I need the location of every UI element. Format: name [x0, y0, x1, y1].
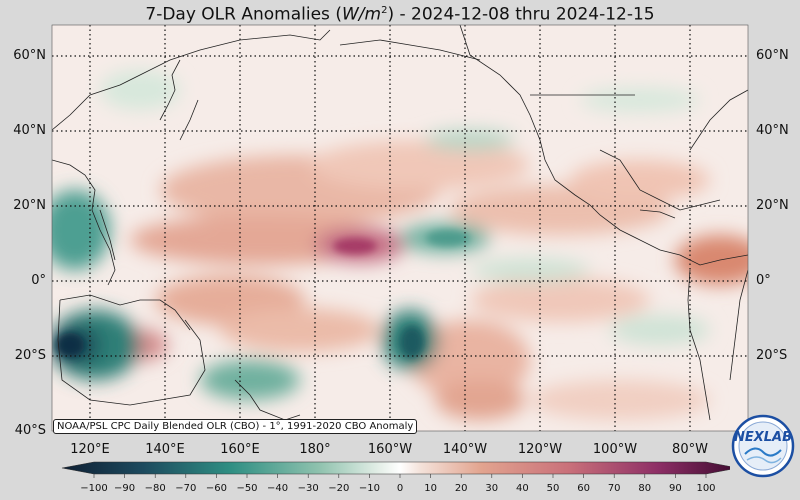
nexlab-logo	[731, 414, 795, 478]
colorbar-tick: −60	[205, 483, 227, 494]
lon-label: 80°W	[672, 442, 708, 457]
lon-label: 140°W	[442, 442, 488, 457]
colorbar	[61, 461, 730, 478]
colorbar-tick: −90	[114, 483, 136, 494]
colorbar-tick: −70	[175, 483, 197, 494]
lon-label: 160°E	[220, 442, 260, 457]
anomaly-field	[52, 25, 748, 431]
colorbar-tick: 0	[396, 483, 404, 494]
colorbar-tick: −80	[144, 483, 166, 494]
colorbar-tick: 40	[516, 483, 529, 494]
lat-label-left: 20°S	[14, 348, 46, 363]
lat-label-left: 40°N	[13, 123, 46, 138]
lon-label: 120°W	[517, 442, 563, 457]
lat-label-right: 0°	[756, 273, 771, 288]
lon-label: 160°W	[367, 442, 413, 457]
lat-label-left: 0°	[31, 273, 46, 288]
lat-label-left: 60°N	[13, 48, 46, 63]
colorbar-tick: 50	[546, 483, 560, 494]
lat-label-right: 60°N	[756, 48, 789, 63]
colorbar-tick: 100	[696, 483, 716, 494]
colorbar-tick: 20	[454, 483, 468, 494]
lon-label: 140°E	[145, 442, 185, 457]
colorbar-tick: 10	[424, 483, 437, 494]
lat-label-right: 40°N	[756, 123, 789, 138]
colorbar-tick: −30	[297, 483, 319, 494]
colorbar-tick: −100	[80, 483, 108, 494]
lat-label-left: 20°N	[13, 198, 46, 213]
colorbar-tick: 60	[577, 483, 590, 494]
lat-label-left: 40°S	[14, 423, 46, 438]
logo-wordmark: NEXLAB	[733, 430, 793, 445]
lat-label-right: 20°N	[756, 198, 789, 213]
colorbar-tick: −50	[236, 483, 258, 494]
map-title: 7-Day OLR Anomalies (W/m2) - 2024-12-08 …	[145, 4, 655, 25]
lon-label: 180°	[299, 442, 331, 457]
colorbar-tick: −40	[267, 483, 289, 494]
lon-label: 100°W	[592, 442, 638, 457]
lat-label-right: 20°S	[756, 348, 788, 363]
colorbar-tick: 30	[485, 483, 499, 494]
colorbar-tick: 90	[669, 483, 682, 494]
colorbar-tick: −10	[358, 483, 380, 494]
colorbar-tick: 70	[607, 483, 621, 494]
graticule	[52, 25, 748, 431]
lon-label: 120°E	[70, 442, 110, 457]
colorbar-tick: 80	[638, 483, 652, 494]
data-source-credit: NOAA/PSL CPC Daily Blended OLR (CBO) - 1…	[53, 419, 418, 434]
colorbar-tick: −20	[328, 483, 350, 494]
